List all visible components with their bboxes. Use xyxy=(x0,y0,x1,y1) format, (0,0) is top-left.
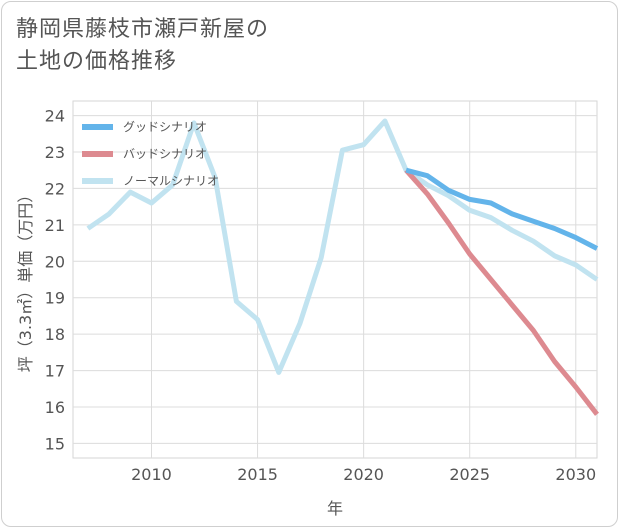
chart-title: 静岡県藤枝市瀬戸新屋の 土地の価格推移 xyxy=(16,14,416,78)
legend-label: バッドシナリオ xyxy=(123,147,207,161)
chart-title-line1: 静岡県藤枝市瀬戸新屋の xyxy=(16,17,270,42)
legend-label: グッドシナリオ xyxy=(123,120,207,134)
x-tick-label: 2020 xyxy=(343,465,384,484)
y-tick-label: 15 xyxy=(45,434,65,453)
x-tick-label: 2030 xyxy=(555,465,596,484)
y-tick-label: 22 xyxy=(45,179,65,198)
y-tick-label: 24 xyxy=(45,107,65,126)
chart-title-line2: 土地の価格推移 xyxy=(16,49,178,74)
x-tick-label: 2010 xyxy=(131,465,172,484)
y-tick-label: 16 xyxy=(45,398,65,417)
x-tick-label: 2025 xyxy=(449,465,490,484)
legend-label: ノーマルシナリオ xyxy=(123,174,219,188)
y-tick-label: 18 xyxy=(45,325,65,344)
series-lines xyxy=(86,118,599,416)
y-axis-title: 坪（3.3㎡）単価（万円） xyxy=(16,187,35,372)
series-line xyxy=(405,167,599,251)
x-axis-title: 年 xyxy=(327,499,343,518)
grid xyxy=(72,100,598,459)
y-tick-label: 19 xyxy=(45,289,65,308)
y-tick-label: 23 xyxy=(45,143,65,162)
axes: 15 16 17 18 19 20 21 22 23 24 2010 2015 2020 2025 2030 xyxy=(45,107,597,484)
y-tick-label: 20 xyxy=(45,252,65,271)
series-line xyxy=(404,168,599,416)
x-tick-label: 2015 xyxy=(237,465,278,484)
y-tick-label: 21 xyxy=(45,216,65,235)
y-tick-label: 17 xyxy=(45,362,65,381)
series-line xyxy=(86,118,599,375)
